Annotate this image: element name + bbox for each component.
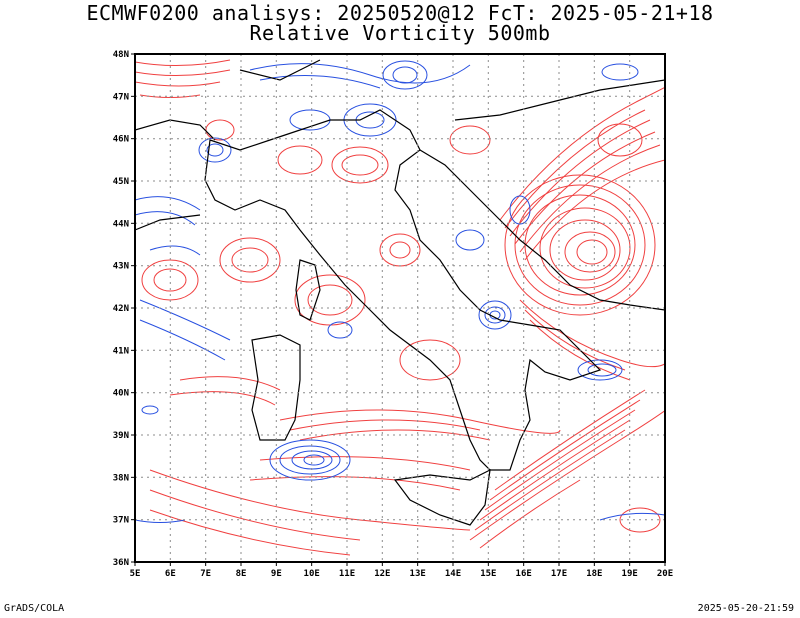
lat-tick-label: 44N	[113, 219, 129, 229]
lon-tick-label: 10E	[304, 569, 320, 579]
lat-tick-label: 36N	[113, 558, 129, 568]
lat-tick-label: 40N	[113, 389, 129, 399]
lon-tick-label: 6E	[165, 569, 176, 579]
lat-tick-label: 37N	[113, 516, 129, 526]
footer-timestamp: 2025-05-20-21:59	[697, 603, 794, 614]
longitude-axis: 5E 6E 7E 8E 9E 10E 11E 12E 13E 14E 15E 16E 17E 18E 19E…	[130, 569, 674, 579]
lat-tick-label: 39N	[113, 431, 129, 441]
lon-tick-label: 5E	[130, 569, 141, 579]
lat-tick-label: 42N	[113, 304, 129, 314]
lon-tick-label: 17E	[551, 569, 567, 579]
lon-tick-label: 13E	[410, 569, 426, 579]
lon-tick-label: 8E	[236, 569, 247, 579]
lon-tick-label: 12E	[374, 569, 390, 579]
footer-credit: GrADS/COLA	[4, 603, 65, 614]
lat-tick-label: 38N	[113, 473, 129, 483]
lon-tick-label: 15E	[480, 569, 496, 579]
graticule	[135, 54, 665, 562]
negative-vorticity-contours	[135, 60, 665, 523]
lon-tick-label: 20E	[657, 569, 673, 579]
lon-tick-label: 9E	[271, 569, 282, 579]
map-title-line2: Relative Vorticity 500mb	[249, 21, 551, 45]
lat-tick-label: 41N	[113, 346, 129, 356]
lon-tick-label: 16E	[516, 569, 532, 579]
axis-ticks	[131, 53, 666, 566]
coastline	[135, 59, 665, 526]
lon-tick-label: 19E	[622, 569, 638, 579]
lat-tick-label: 47N	[113, 92, 129, 102]
map-plot-area	[135, 54, 665, 562]
lat-tick-label: 46N	[113, 135, 129, 145]
lon-tick-label: 18E	[586, 569, 602, 579]
lat-tick-label: 45N	[113, 177, 129, 187]
lon-tick-label: 7E	[200, 569, 211, 579]
lon-tick-label: 11E	[339, 569, 355, 579]
lat-tick-label: 43N	[113, 262, 129, 272]
lat-tick-label: 48N	[113, 50, 129, 60]
lon-tick-label: 14E	[445, 569, 461, 579]
map-title-line1: ECMWF0200 analisys: 20250520@12 FcT: 202…	[86, 1, 714, 25]
latitude-axis: 36N 37N 38N 39N 40N 41N 42N 43N 44N 45N 46N 47N 48N	[113, 50, 129, 568]
